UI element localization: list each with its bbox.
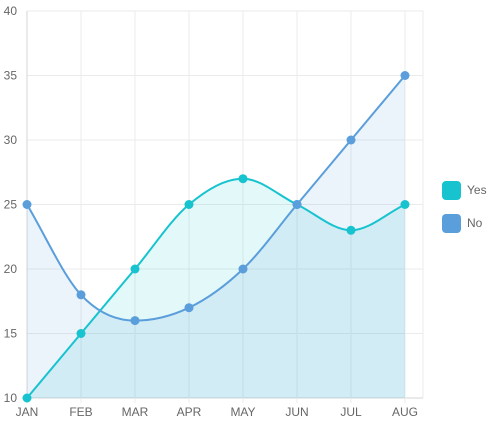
data-point-no[interactable]: [400, 71, 410, 80]
data-point-yes[interactable]: [400, 200, 410, 209]
x-axis: JAN FEB MAR APR MAY JUN JUL AUG: [16, 405, 418, 419]
x-tick-label: MAY: [230, 405, 255, 419]
data-point-no[interactable]: [346, 135, 356, 145]
data-point-no[interactable]: [184, 303, 194, 313]
data-point-no[interactable]: [76, 290, 86, 300]
y-tick-label: 10: [4, 391, 18, 405]
x-tick-label: JAN: [16, 405, 39, 419]
legend-label-no[interactable]: No: [467, 216, 483, 230]
data-point-yes[interactable]: [76, 329, 86, 338]
legend-swatch-no[interactable]: [442, 214, 461, 233]
data-point-no[interactable]: [292, 200, 302, 209]
x-tick-label: APR: [177, 405, 202, 419]
x-tick-label: MAR: [122, 405, 149, 419]
y-tick-label: 40: [4, 4, 18, 18]
series-points: [22, 71, 410, 403]
y-tick-label: 35: [4, 69, 18, 83]
data-point-yes[interactable]: [130, 264, 140, 274]
data-point-yes[interactable]: [346, 225, 356, 235]
legend-swatch-yes[interactable]: [442, 181, 461, 200]
x-tick-label: FEB: [69, 405, 92, 419]
data-point-yes[interactable]: [184, 200, 194, 209]
data-point-no[interactable]: [130, 316, 140, 326]
legend: Yes No: [442, 181, 487, 233]
data-point-no[interactable]: [22, 200, 32, 209]
y-axis: 10 15 20 25 30 35 40: [4, 4, 18, 405]
x-tick-label: JUL: [340, 405, 362, 419]
series-area-yes: [27, 178, 405, 398]
y-tick-label: 15: [4, 327, 18, 341]
y-tick-label: 30: [4, 133, 18, 147]
data-point-yes[interactable]: [22, 393, 32, 403]
y-tick-label: 20: [4, 262, 18, 276]
series-area-no: [27, 75, 405, 398]
x-tick-label: AUG: [392, 405, 418, 419]
legend-label-yes[interactable]: Yes: [467, 183, 487, 197]
x-tick-label: JUN: [285, 405, 308, 419]
y-tick-label: 25: [4, 198, 18, 212]
data-point-yes[interactable]: [238, 174, 248, 184]
data-point-no[interactable]: [238, 264, 248, 274]
series-areas: [27, 75, 405, 398]
